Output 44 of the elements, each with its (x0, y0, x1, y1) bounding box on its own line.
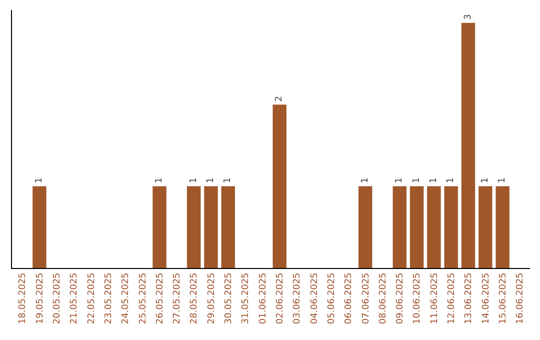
x-tick-label: 06.06.2025 (344, 272, 354, 324)
x-tick-label: 31.05.2025 (241, 272, 252, 324)
x-tick-label: 02.06.2025 (276, 272, 286, 324)
data-label: 1 (428, 178, 439, 184)
x-tick-label: 04.06.2025 (310, 272, 320, 324)
x-tick-label: 11.06.2025 (430, 272, 440, 324)
x-tick-label: 09.06.2025 (396, 272, 406, 324)
x-tick-label: 01.06.2025 (258, 272, 268, 324)
data-label: 1 (360, 178, 370, 184)
data-label: 1 (480, 178, 490, 184)
x-tick-label: 20.05.2025 (52, 272, 63, 324)
x-tick-label: 14.06.2025 (481, 272, 492, 324)
data-label: 1 (446, 178, 456, 184)
x-tick-label: 28.05.2025 (190, 272, 200, 324)
x-tick-label: 22.05.2025 (86, 272, 97, 324)
x-tick-label: 07.06.2025 (361, 272, 372, 324)
data-label: 1 (412, 178, 422, 184)
x-tick-label: 19.05.2025 (35, 272, 46, 324)
x-tick-label: 25.05.2025 (138, 272, 148, 324)
data-label: 3 (463, 14, 474, 20)
x-tick-label: 08.06.2025 (378, 272, 388, 324)
data-label: 1 (188, 178, 199, 184)
x-tick-label: 30.05.2025 (224, 272, 234, 324)
data-label: 1 (34, 178, 44, 184)
x-tick-label: 03.06.2025 (292, 272, 303, 324)
data-label: 1 (394, 178, 405, 184)
data-label: 2 (274, 96, 285, 102)
x-tick-label: 12.06.2025 (447, 272, 458, 324)
x-tick-label: 13.06.2025 (464, 272, 474, 324)
data-label: 1 (223, 178, 234, 184)
x-tick-label: 10.06.2025 (412, 272, 423, 324)
x-tick-label: 29.05.2025 (206, 272, 217, 324)
x-tick-label: 24.05.2025 (121, 272, 132, 324)
x-tick-label: 15.06.2025 (498, 272, 508, 324)
x-tick-label: 23.05.2025 (104, 272, 114, 324)
x-tick-label: 18.05.2025 (18, 272, 28, 324)
data-label: 1 (206, 178, 216, 184)
data-label: 1 (154, 178, 165, 184)
x-tick-label: 16.06.2025 (516, 272, 526, 324)
x-tick-label: 21.05.2025 (70, 272, 80, 324)
x-tick-label: 27.05.2025 (172, 272, 183, 324)
x-tick-label: 05.06.2025 (326, 272, 337, 324)
data-label: 1 (498, 178, 508, 184)
x-tick-label: 26.05.2025 (155, 272, 166, 324)
